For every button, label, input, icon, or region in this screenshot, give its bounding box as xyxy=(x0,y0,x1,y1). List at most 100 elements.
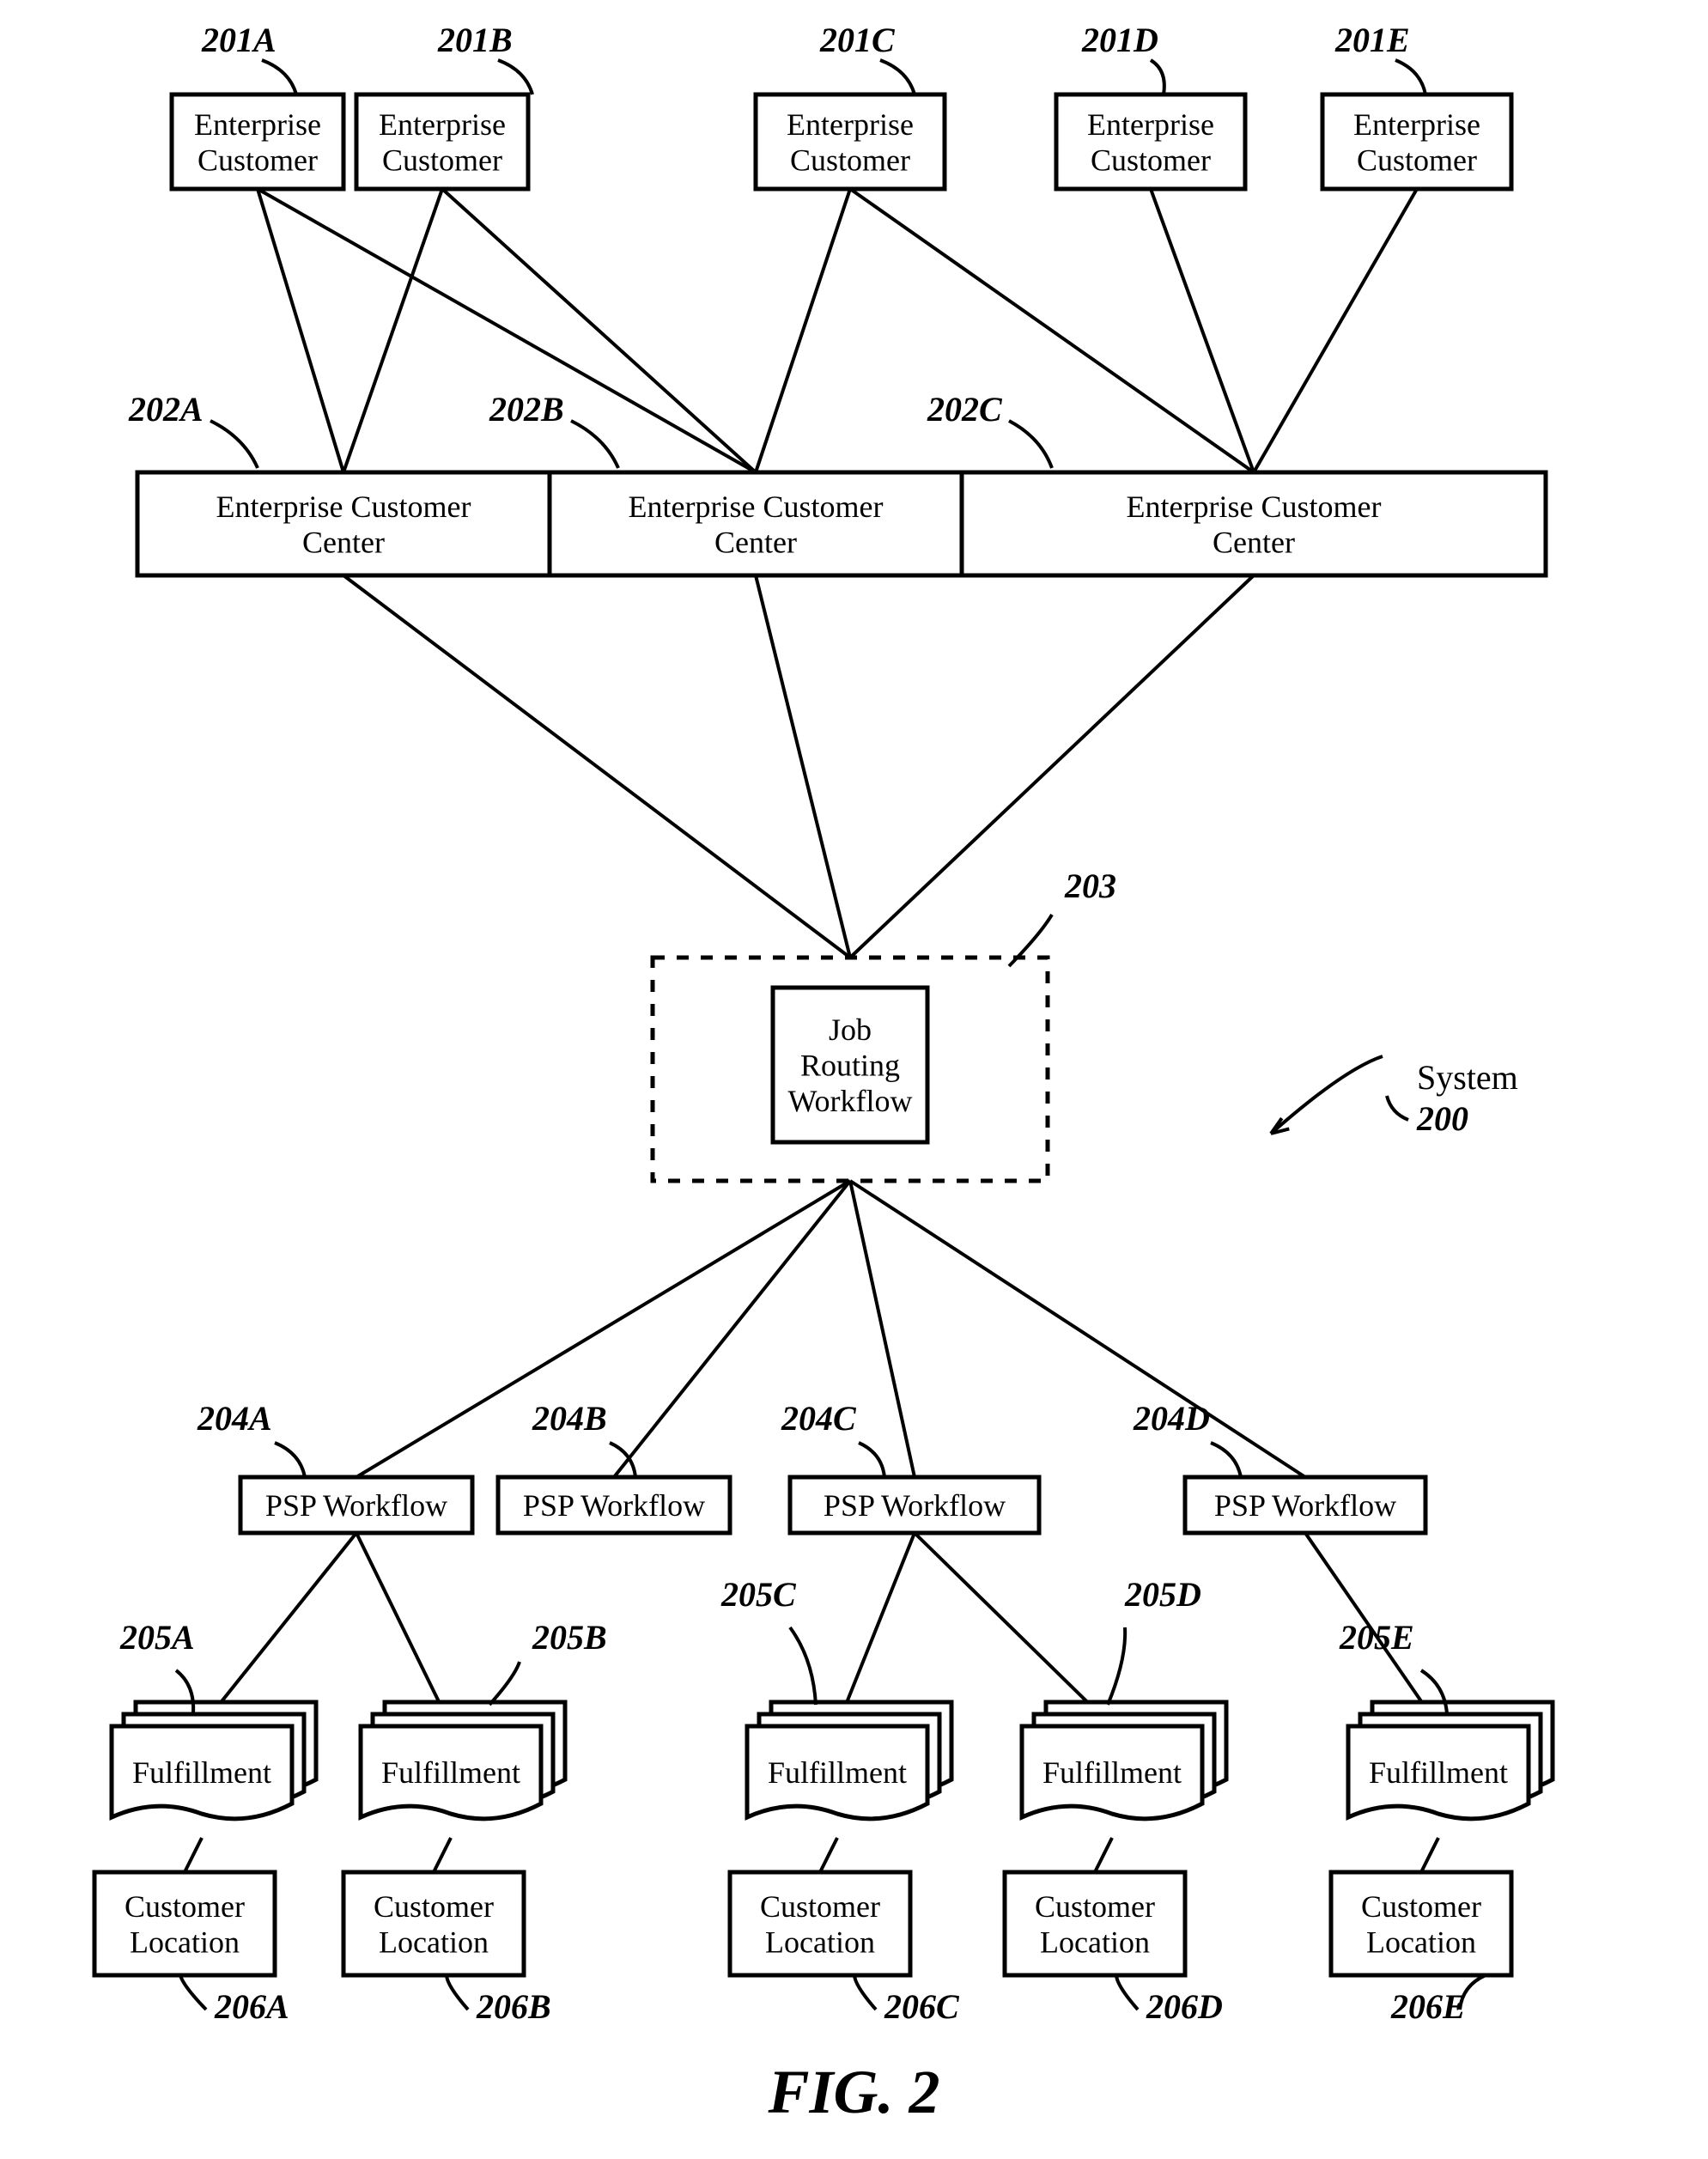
connector xyxy=(1271,1056,1383,1134)
label: Center xyxy=(302,525,385,559)
edge xyxy=(185,1838,202,1872)
label: 201A xyxy=(201,21,277,59)
label: Location xyxy=(765,1925,875,1959)
label: Center xyxy=(714,525,797,559)
connector xyxy=(571,421,618,468)
connector xyxy=(275,1443,305,1477)
connector xyxy=(1009,421,1052,468)
connector xyxy=(210,421,258,468)
label: PSP Workflow xyxy=(523,1488,705,1523)
label: Center xyxy=(1213,525,1295,559)
connector xyxy=(1116,1975,1138,2010)
box xyxy=(137,472,550,575)
label: 205A xyxy=(119,1618,195,1657)
connector xyxy=(1151,60,1164,94)
label: 202A xyxy=(128,390,204,429)
label: Workflow xyxy=(787,1084,912,1118)
box xyxy=(962,472,1546,575)
edge xyxy=(837,1533,915,1726)
edge xyxy=(1151,189,1254,472)
label: 203 xyxy=(1064,867,1116,905)
label: 204C xyxy=(781,1399,857,1438)
connector xyxy=(610,1443,635,1477)
label: 206D xyxy=(1146,1987,1223,2026)
label: System xyxy=(1417,1058,1518,1097)
edge xyxy=(850,575,1254,958)
label: 205E xyxy=(1339,1618,1414,1657)
label: Customer xyxy=(1361,1889,1481,1924)
label: 202B xyxy=(489,390,564,429)
box xyxy=(94,1872,275,1975)
connector xyxy=(859,1443,884,1477)
connector xyxy=(1211,1443,1241,1477)
label: 205D xyxy=(1124,1575,1201,1614)
connector xyxy=(180,1975,206,2010)
label: 201E xyxy=(1334,21,1410,59)
label: 204A xyxy=(197,1399,272,1438)
label: Enterprise Customer xyxy=(216,490,471,524)
edge xyxy=(915,1533,1112,1726)
label: Customer xyxy=(198,143,318,177)
label: Customer xyxy=(125,1889,245,1924)
label: 204D xyxy=(1133,1399,1210,1438)
label: Customer xyxy=(790,143,910,177)
box xyxy=(550,472,962,575)
edge xyxy=(343,575,850,958)
connector xyxy=(854,1975,876,2010)
label: Enterprise xyxy=(194,107,321,142)
label: 206B xyxy=(476,1987,551,2026)
edge xyxy=(756,189,850,472)
connector xyxy=(790,1627,816,1705)
box xyxy=(1005,1872,1185,1975)
label: Job xyxy=(829,1013,872,1047)
connector xyxy=(262,60,296,94)
label: 205B xyxy=(532,1618,607,1657)
edge xyxy=(1254,189,1417,472)
label: 200 xyxy=(1416,1099,1468,1138)
label: 204B xyxy=(532,1399,607,1438)
connector xyxy=(447,1975,468,2010)
edge xyxy=(850,1181,915,1477)
connector xyxy=(498,60,532,94)
label: Fulfillment xyxy=(1042,1755,1182,1790)
edge xyxy=(1421,1838,1438,1872)
label: Routing xyxy=(800,1049,900,1083)
label: Location xyxy=(130,1925,240,1959)
connector xyxy=(1108,1627,1125,1705)
label: Fulfillment xyxy=(381,1755,520,1790)
box xyxy=(1331,1872,1511,1975)
label: Fulfillment xyxy=(768,1755,907,1790)
edge xyxy=(202,1533,356,1726)
edge xyxy=(434,1838,451,1872)
label: Enterprise xyxy=(379,107,506,142)
label: Customer xyxy=(760,1889,880,1924)
edge xyxy=(756,575,850,958)
edge xyxy=(442,189,756,472)
edge xyxy=(850,1181,1305,1477)
label: Enterprise Customer xyxy=(629,490,884,524)
label: 201C xyxy=(819,21,896,59)
label: 201D xyxy=(1081,21,1158,59)
label: Customer xyxy=(374,1889,494,1924)
label: 202C xyxy=(927,390,1003,429)
edge xyxy=(356,1533,451,1726)
label: Customer xyxy=(1091,143,1211,177)
box xyxy=(343,1872,524,1975)
label: PSP Workflow xyxy=(824,1488,1006,1523)
label: 206C xyxy=(884,1987,960,2026)
box xyxy=(730,1872,910,1975)
edge xyxy=(1095,1838,1112,1872)
label: Enterprise xyxy=(787,107,914,142)
edge xyxy=(850,189,1254,472)
label: 205C xyxy=(720,1575,797,1614)
connector xyxy=(1395,60,1425,94)
label: Fulfillment xyxy=(1369,1755,1508,1790)
edge xyxy=(820,1838,837,1872)
label: Location xyxy=(379,1925,489,1959)
label: FIG. 2 xyxy=(767,2058,939,2126)
label: Enterprise Customer xyxy=(1127,490,1382,524)
label: 206A xyxy=(214,1987,289,2026)
label: Location xyxy=(1366,1925,1476,1959)
label: Location xyxy=(1040,1925,1150,1959)
label: Customer xyxy=(382,143,502,177)
